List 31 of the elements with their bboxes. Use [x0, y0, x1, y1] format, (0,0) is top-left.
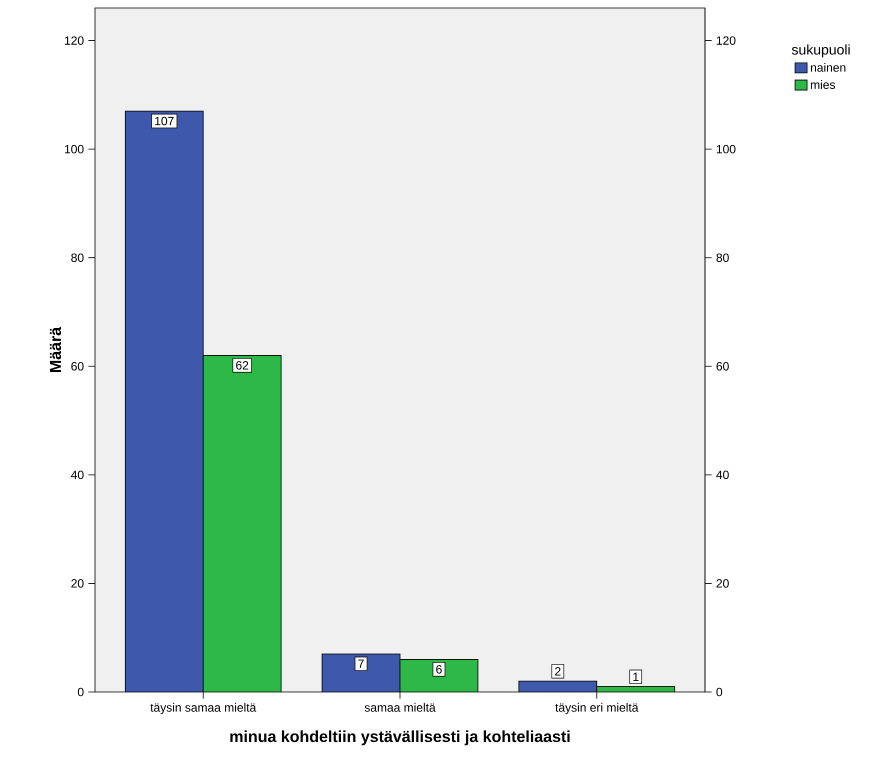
- legend-title: sukupuoli: [792, 44, 850, 58]
- legend-label: mies: [810, 80, 836, 89]
- y2-tick-label: 20: [716, 579, 729, 588]
- y-tick-label: 20: [71, 579, 84, 588]
- bar: [322, 654, 400, 692]
- legend-label: nainen: [810, 62, 846, 72]
- bar: [518, 680, 598, 692]
- y2-tick-label: 60: [716, 362, 729, 371]
- y-axis-title: Määrä: [50, 326, 62, 372]
- data-label: 107: [155, 116, 174, 126]
- x-tick-label: täysin samaa mieltä: [150, 702, 256, 714]
- x-axis-title: minua kohdeltiin ystävällisesti ja kohteliaasti: [230, 730, 570, 746]
- data-label: 6: [436, 665, 442, 674]
- y-tick-label: 60: [71, 362, 84, 371]
- data-label: 7: [358, 660, 364, 668]
- y-tick-label: 40: [70, 470, 84, 480]
- y2-tick-label: 0: [716, 688, 722, 696]
- data-label: 1: [633, 672, 638, 681]
- y2-tick-label: 100: [716, 144, 736, 154]
- data-label: 2: [555, 667, 561, 676]
- x-tick-label: samaa mieltä: [364, 702, 436, 712]
- y-tick-label: 0: [78, 688, 84, 696]
- y-tick-label: 100: [64, 144, 84, 154]
- data-label: 62: [236, 361, 248, 370]
- y2-tick-label: 80: [716, 253, 729, 262]
- y-tick-label: 80: [71, 253, 84, 262]
- x-tick-label: täysin eri mieltä: [555, 702, 638, 714]
- y2-tick-label: 40: [716, 470, 729, 480]
- y-tick-label: 120: [64, 36, 84, 45]
- y2-tick-label: 120: [716, 36, 736, 45]
- bar: [124, 110, 204, 692]
